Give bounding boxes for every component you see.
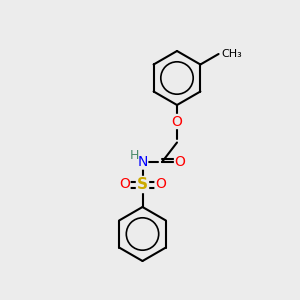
Text: O: O	[155, 178, 166, 191]
Text: H: H	[129, 149, 139, 162]
Text: N: N	[137, 155, 148, 169]
Text: O: O	[175, 155, 185, 169]
Text: O: O	[119, 178, 130, 191]
Text: CH₃: CH₃	[221, 49, 242, 59]
Text: O: O	[172, 115, 182, 128]
Text: S: S	[137, 177, 148, 192]
